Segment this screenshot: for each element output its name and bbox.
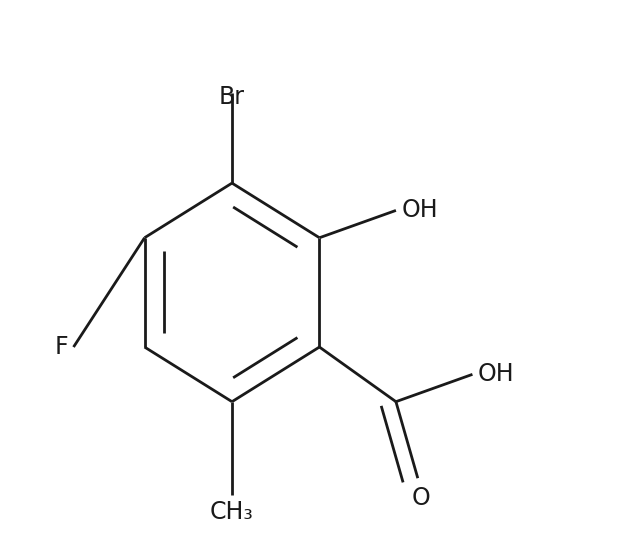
Text: CH₃: CH₃ (210, 500, 254, 524)
Text: O: O (411, 486, 430, 511)
Text: OH: OH (478, 362, 515, 386)
Text: F: F (54, 335, 68, 359)
Text: OH: OH (402, 198, 438, 222)
Text: Br: Br (219, 85, 245, 109)
